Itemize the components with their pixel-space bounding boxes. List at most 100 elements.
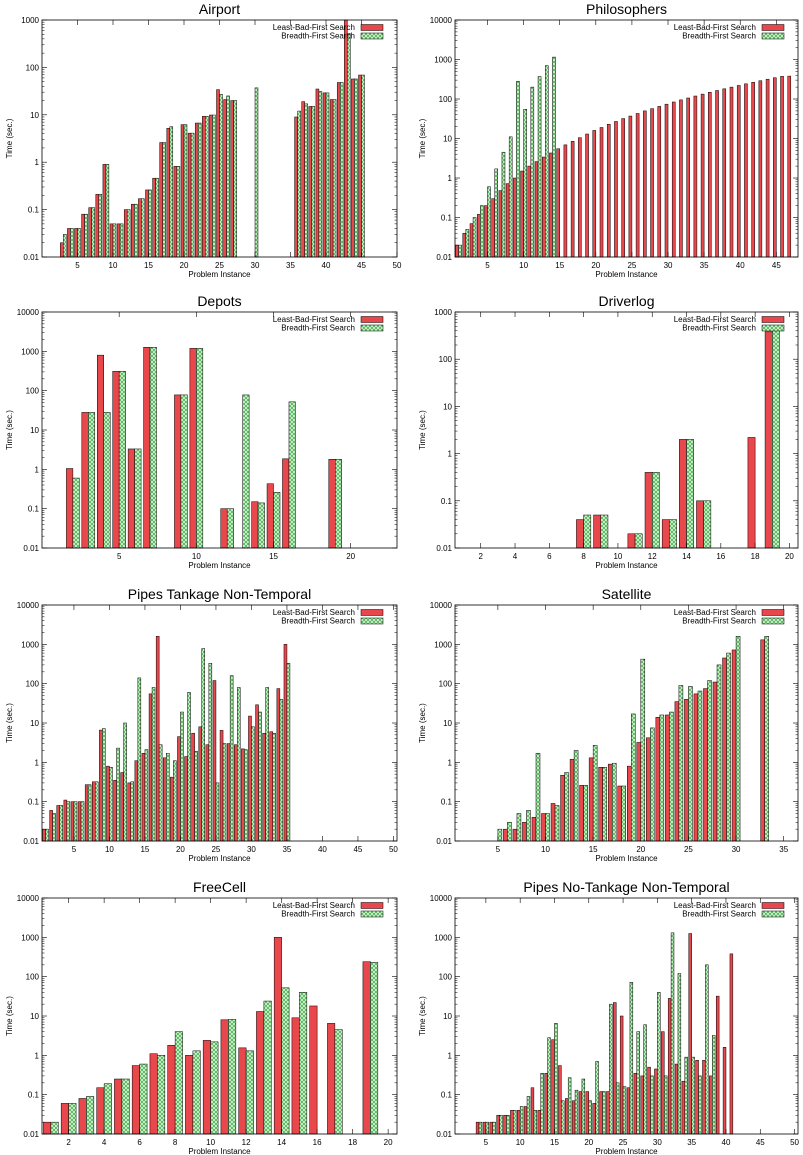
bar-bfs-10 (109, 767, 113, 842)
bar-bfs-30 (657, 992, 661, 1135)
bar-bfs-21 (187, 692, 191, 842)
bar-bfs-30 (254, 87, 259, 258)
x-tick-label: 15 (269, 552, 278, 561)
x-tick-label: 12 (648, 552, 657, 561)
bar-lbfs-38 (308, 106, 313, 258)
bar-lbfs-10 (189, 348, 197, 549)
y-tick-label: 0.01 (23, 253, 39, 262)
bar-lbfs-20 (636, 742, 642, 842)
bar-lbfs-8 (522, 821, 527, 842)
bar-bfs-32 (265, 687, 269, 842)
x-tick-label: 20 (584, 1138, 593, 1147)
bar-bfs-5 (77, 228, 81, 258)
bar-lbfs-39 (315, 88, 320, 258)
y-tick-label: 100 (26, 973, 40, 982)
bar-lbfs-33 (269, 731, 273, 842)
bar-lbfs-7 (84, 784, 89, 842)
bar-lbfs-25 (619, 1015, 624, 1135)
bar-lbfs-8 (167, 1045, 176, 1135)
bar-bfs-4 (480, 205, 484, 258)
bar-bfs-5 (485, 1121, 489, 1135)
bar-lbfs-21 (592, 1103, 596, 1135)
bar-lbfs-33 (760, 639, 765, 842)
bar-bfs-27 (233, 100, 237, 258)
bar-bfs-8 (95, 781, 99, 842)
bar-lbfs-37 (301, 101, 305, 258)
plot-frame (454, 311, 799, 549)
bar-lbfs-17 (155, 636, 160, 842)
x-tick-label: 20 (591, 261, 600, 270)
x-tick-label: 15 (144, 261, 153, 270)
legend-swatch (761, 609, 785, 616)
bar-bfs-6 (84, 213, 88, 258)
y-tick-label: 0.01 (436, 544, 452, 553)
y-tick-label: 100 (439, 355, 453, 364)
bar-bfs-28 (716, 664, 722, 842)
bar-lbfs-29 (722, 657, 727, 842)
x-tick-label: 18 (751, 552, 760, 561)
bar-lbfs-29 (657, 106, 662, 258)
bar-lbfs-23 (202, 116, 206, 258)
bar-bfs-17 (567, 1077, 572, 1135)
bar-lbfs-20 (180, 124, 185, 258)
bar-lbfs-3 (56, 805, 61, 842)
x-tick-label: 5 (75, 261, 80, 270)
bar-lbfs-2 (462, 232, 467, 258)
bar-bfs-30 (735, 636, 741, 842)
y-tick-label: 1000 (434, 640, 452, 649)
bar-lbfs-23 (606, 1091, 610, 1135)
bar-lbfs-8 (576, 519, 584, 549)
bar-bfs-1 (458, 244, 462, 258)
bar-lbfs-33 (686, 97, 690, 258)
bar-lbfs-7 (496, 1114, 500, 1135)
bar-lbfs-13 (256, 1011, 265, 1135)
x-tick-label: 10 (516, 1138, 525, 1147)
y-tick-label: 10 (443, 402, 452, 411)
bar-bfs-14 (547, 1037, 551, 1135)
bar-bfs-4 (478, 1121, 483, 1135)
bar-lbfs-27 (643, 110, 647, 258)
bar-bfs-27 (636, 1031, 640, 1135)
bar-lbfs-41 (744, 83, 748, 258)
x-tick-label: 30 (664, 261, 673, 270)
bar-lbfs-31 (255, 704, 259, 842)
bar-bfs-15 (592, 745, 598, 842)
bar-lbfs-36 (695, 1060, 699, 1135)
subplot-7: Pipes No-Tankage Non-Temporal 0.01 0.1 1 10 1… (418, 879, 800, 1155)
bar-lbfs-5 (482, 1121, 487, 1135)
bar-lbfs-12 (644, 472, 653, 549)
bar-bfs-9 (513, 1110, 517, 1135)
bar-lbfs-13 (569, 758, 575, 842)
bar-bfs-19 (335, 459, 342, 549)
bar-lbfs-14 (251, 501, 259, 549)
x-tick-label: 5 (496, 845, 501, 854)
bar-lbfs-11 (523, 1106, 528, 1135)
bar-bfs-13 (134, 203, 138, 258)
bar-bfs-9 (516, 81, 520, 258)
bar-lbfs-6 (131, 1065, 140, 1135)
x-tick-label: 6 (547, 552, 552, 561)
x-tick-label: 4 (102, 1138, 107, 1147)
bar-lbfs-16 (558, 1065, 562, 1135)
bar-bfs-12 (123, 722, 127, 842)
bar-lbfs-2 (60, 1103, 69, 1135)
x-tick-label: 35 (687, 1138, 696, 1147)
legend-label: Least-Bad-First Search (273, 901, 355, 910)
bar-bfs-14 (137, 677, 142, 842)
bar-bfs-15 (299, 992, 308, 1135)
bar-bfs-27 (229, 675, 234, 842)
y-tick-label: 0.1 (28, 798, 40, 807)
chart-title: Pipes Tankage Non-Temporal (128, 586, 311, 602)
bar-lbfs-10 (517, 1110, 521, 1135)
bar-lbfs-20 (177, 736, 181, 842)
bar-bfs-10 (112, 223, 117, 258)
x-tick-label: 5 (117, 552, 122, 561)
bar-lbfs-37 (715, 90, 719, 258)
bar-bfs-14 (552, 56, 556, 258)
bar-lbfs-30 (664, 103, 669, 258)
subplot-3: Driverlog 0.01 0.1 1 10 100 1000 2 4 6 8 10 12 14 16 18… (418, 293, 799, 570)
bar-bfs-35 (286, 663, 291, 842)
y-tick-label: 100 (26, 63, 40, 72)
bar-lbfs-31 (671, 101, 676, 258)
x-tick-label: 20 (176, 845, 185, 854)
